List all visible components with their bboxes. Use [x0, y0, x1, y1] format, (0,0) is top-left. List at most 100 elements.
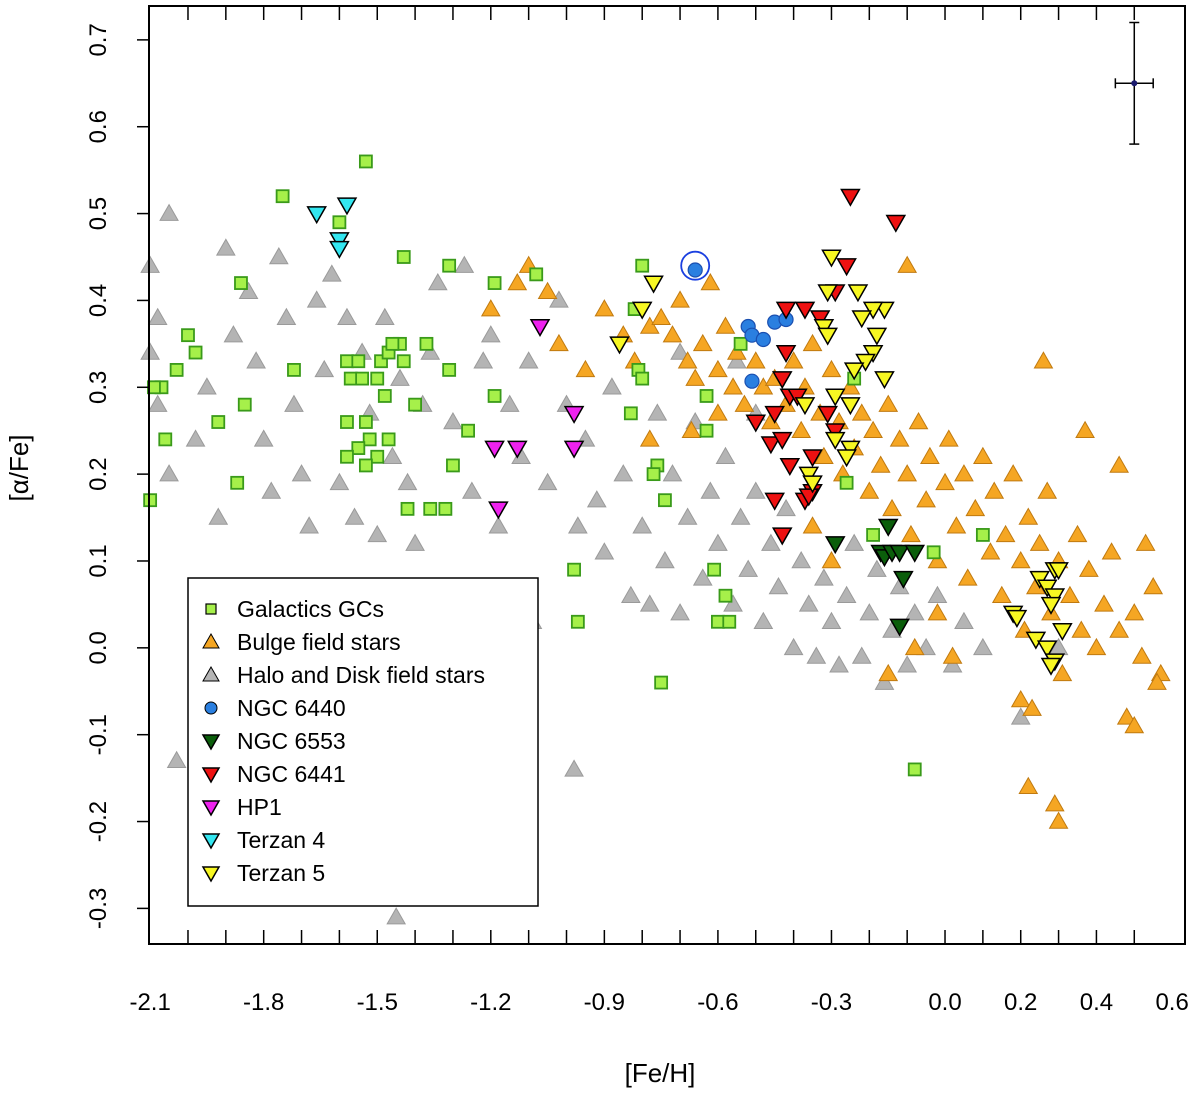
point-galactics-gcs	[351, 441, 366, 455]
point-galactics-gcs	[866, 528, 881, 542]
x-tick-label: -2.1	[129, 989, 170, 1016]
point-halo-and-disk-field-stars	[261, 481, 282, 499]
point-terzan-5	[1036, 640, 1058, 659]
legend-item-ngc-6553: NGC 6553	[201, 728, 346, 754]
point-ngc-6441	[771, 371, 793, 390]
point-ngc-6441	[775, 301, 797, 320]
legend-item-hp1: HP1	[201, 794, 282, 820]
y-tick-label: 0.7	[85, 23, 112, 56]
point-bulge-field-stars	[1131, 646, 1152, 664]
point-ngc-6440	[687, 262, 703, 278]
point-ngc-6441	[775, 345, 797, 364]
legend-label: Terzan 4	[237, 827, 325, 853]
point-halo-and-disk-field-stars	[147, 307, 168, 326]
point-halo-and-disk-field-stars	[140, 342, 160, 360]
point-galactics-gcs	[461, 423, 475, 438]
series-halo-and-disk-field-stars	[140, 203, 1069, 925]
point-halo-and-disk-field-stars	[670, 603, 690, 621]
point-halo-and-disk-field-stars	[549, 290, 569, 308]
point-ngc-6441	[745, 414, 767, 433]
point-galactics-gcs	[907, 762, 922, 777]
point-galactics-gcs	[143, 493, 158, 508]
point-halo-and-disk-field-stars	[726, 351, 747, 369]
legend-marker	[201, 767, 221, 784]
point-terzan-4	[329, 232, 350, 251]
point-galactics-gcs	[623, 406, 638, 421]
point-halo-and-disk-field-stars	[954, 611, 974, 630]
series-ngc-6440	[680, 250, 794, 389]
point-bulge-field-stars	[537, 281, 558, 299]
point-terzan-4	[336, 197, 358, 216]
point-bulge-field-stars	[1075, 420, 1095, 438]
point-galactics-gcs	[529, 267, 544, 282]
point-bulge-field-stars	[991, 585, 1012, 603]
point-bulge-field-stars	[1116, 707, 1137, 725]
point-hp1	[507, 440, 528, 459]
point-ngc-6553	[904, 544, 926, 563]
point-hp1	[563, 405, 585, 424]
point-halo-and-disk-field-stars	[814, 568, 834, 586]
legend-label: Bulge field stars	[237, 629, 401, 655]
point-terzan-5	[1006, 609, 1028, 628]
y-tick-label: 0.6	[85, 110, 112, 143]
point-halo-and-disk-field-stars	[518, 351, 539, 369]
point-halo-and-disk-field-stars	[851, 646, 872, 664]
legend-marker	[202, 665, 220, 682]
point-terzan-5	[836, 449, 857, 468]
point-halo-and-disk-field-stars	[662, 464, 683, 482]
point-bulge-field-stars	[1048, 811, 1069, 829]
legend-label: Halo and Disk field stars	[237, 662, 485, 688]
point-halo-and-disk-field-stars	[647, 403, 668, 421]
y-tick-label: 0.5	[85, 197, 112, 230]
point-bulge-field-stars	[1033, 351, 1054, 369]
series-hp1	[484, 318, 585, 520]
point-terzan-5	[840, 440, 861, 459]
legend-item-terzan-5: Terzan 5	[201, 860, 325, 886]
point-halo-and-disk-field-stars	[276, 307, 297, 326]
point-ngc-6441	[798, 488, 820, 507]
point-bulge-field-stars	[901, 524, 921, 543]
point-galactics-gcs	[396, 354, 411, 369]
point-galactics-gcs	[722, 614, 737, 629]
point-halo-and-disk-field-stars	[677, 507, 698, 525]
point-halo-and-disk-field-stars	[620, 585, 641, 603]
point-terzan-5	[1040, 657, 1062, 676]
point-bulge-field-stars	[1109, 620, 1129, 638]
point-galactics-gcs	[169, 363, 184, 377]
point-halo-and-disk-field-stars	[185, 429, 206, 447]
point-ngc-6441	[824, 423, 846, 442]
point-terzan-5	[1040, 596, 1062, 615]
point-terzan-5	[862, 301, 884, 320]
x-tick-label: -1.5	[357, 989, 398, 1016]
point-halo-and-disk-field-stars	[594, 542, 615, 560]
point-bulge-field-stars	[957, 568, 978, 586]
point-galactics-gcs	[423, 501, 438, 516]
point-bulge-field-stars	[897, 464, 918, 482]
point-halo-and-disk-field-stars	[427, 273, 448, 291]
point-terzan-5	[824, 388, 846, 407]
point-halo-and-disk-field-stars	[783, 637, 804, 656]
legend-label: Terzan 5	[237, 860, 325, 886]
data-points	[140, 21, 1171, 925]
point-galactics-gcs	[340, 415, 354, 429]
point-halo-and-disk-field-stars	[829, 655, 849, 673]
point-bulge-field-stars	[946, 516, 967, 534]
point-galactics-gcs	[419, 336, 434, 351]
point-bulge-field-stars	[927, 603, 948, 621]
point-bulge-field-stars	[1067, 524, 1088, 543]
point-galactics-gcs	[699, 423, 714, 438]
point-ngc-6441	[764, 492, 785, 511]
point-bulge-field-stars	[973, 446, 993, 465]
point-bulge-field-stars	[1003, 464, 1024, 482]
point-terzan-5	[813, 318, 835, 337]
point-galactics-gcs	[442, 258, 457, 273]
point-halo-and-disk-field-stars	[927, 585, 948, 603]
point-bulge-field-stars	[639, 429, 660, 447]
highlight-ring	[680, 250, 711, 281]
point-bulge-field-stars	[734, 394, 755, 412]
point-galactics-gcs	[385, 336, 400, 351]
point-halo-and-disk-field-stars	[730, 507, 751, 525]
point-terzan-5	[1025, 631, 1047, 650]
point-bulge-field-stars	[927, 550, 948, 569]
point-ngc-6441	[794, 301, 816, 320]
